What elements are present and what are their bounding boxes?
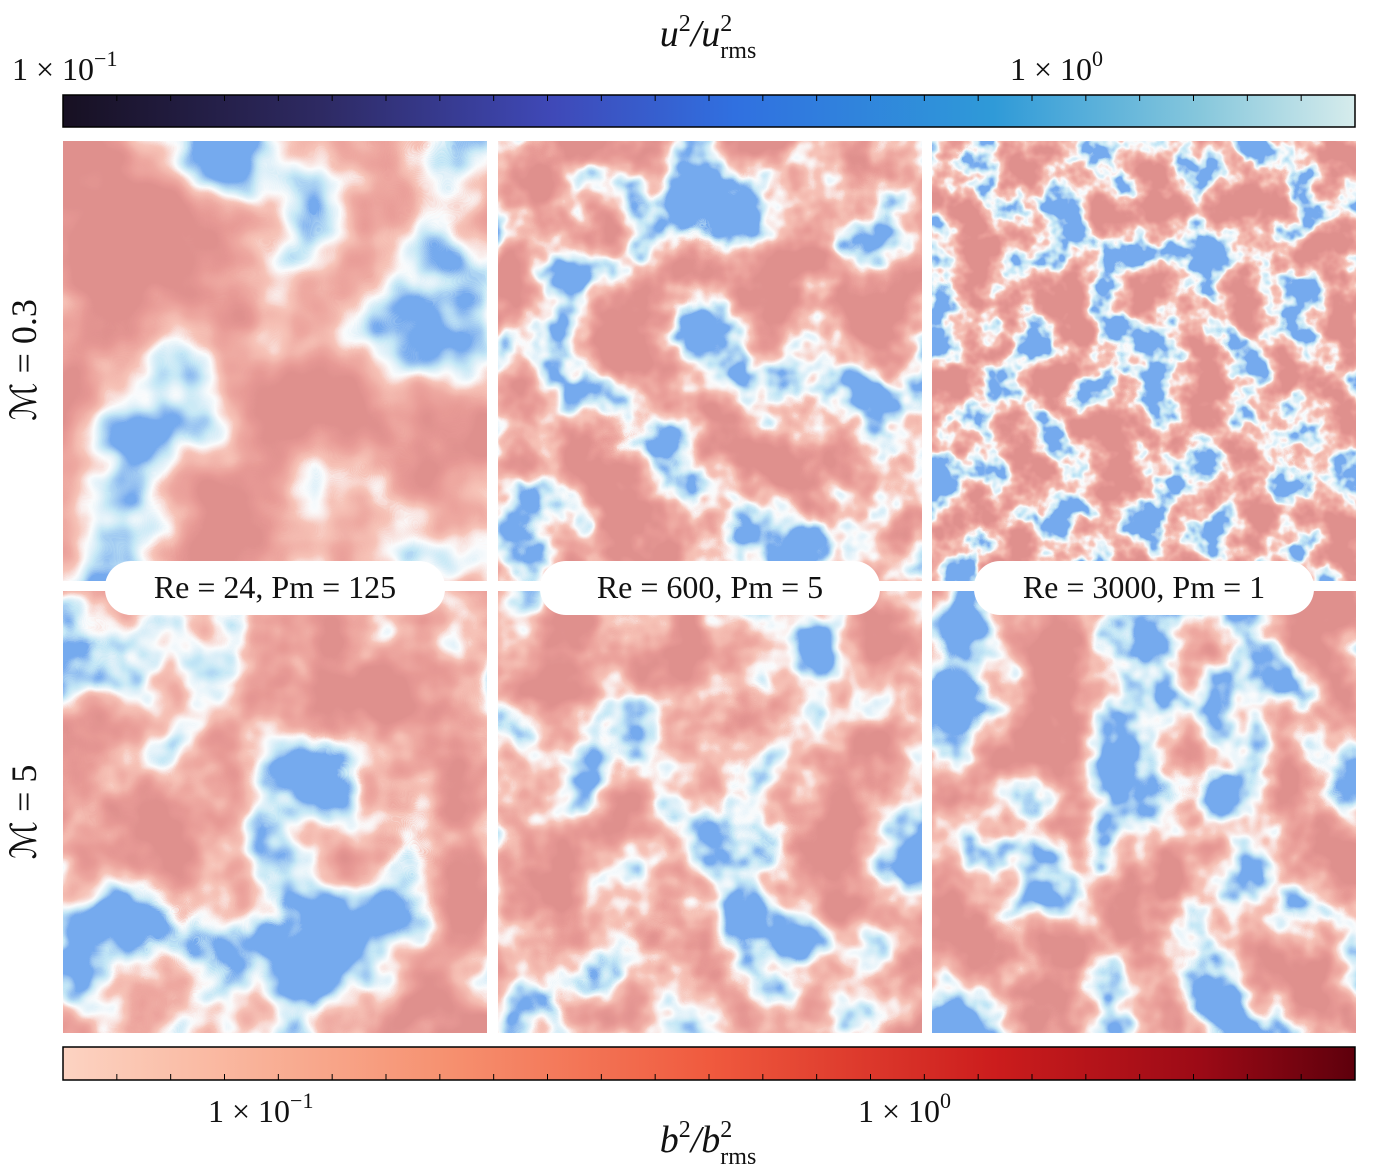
column-label: Re = 24, Pm = 125 — [154, 569, 396, 605]
simulation-panel — [62, 590, 488, 1034]
bottom-colorbar-title: b2/b2 rms — [660, 1117, 757, 1169]
column-label-box — [540, 561, 880, 615]
row-label: ℳ = 5 — [4, 765, 44, 860]
simulation-panel — [497, 140, 923, 582]
bottom-tick-label: 1 × 100 — [858, 1088, 951, 1129]
top-tick-label: 1 × 10−1 — [12, 46, 117, 87]
top-tick-label: 1 × 100 — [1010, 46, 1103, 87]
simulation-panel — [62, 140, 488, 582]
top-colorbar-title: u2/u2 rms — [660, 11, 757, 64]
panels: Re = 24, Pm = 125 Re = 600, Pm = 5 Re = 30… — [62, 140, 1357, 1034]
row-label: ℳ = 0.3 — [4, 299, 44, 421]
simulation-panel — [497, 590, 923, 1034]
column-label: Re = 3000, Pm = 1 — [1023, 569, 1265, 605]
simulation-panel — [931, 590, 1357, 1034]
column-label-box — [105, 561, 445, 615]
column-label-box — [974, 561, 1314, 615]
column-label: Re = 600, Pm = 5 — [597, 569, 823, 605]
simulation-panel — [931, 140, 1357, 582]
bottom-tick-label: 1 × 10−1 — [208, 1088, 313, 1129]
